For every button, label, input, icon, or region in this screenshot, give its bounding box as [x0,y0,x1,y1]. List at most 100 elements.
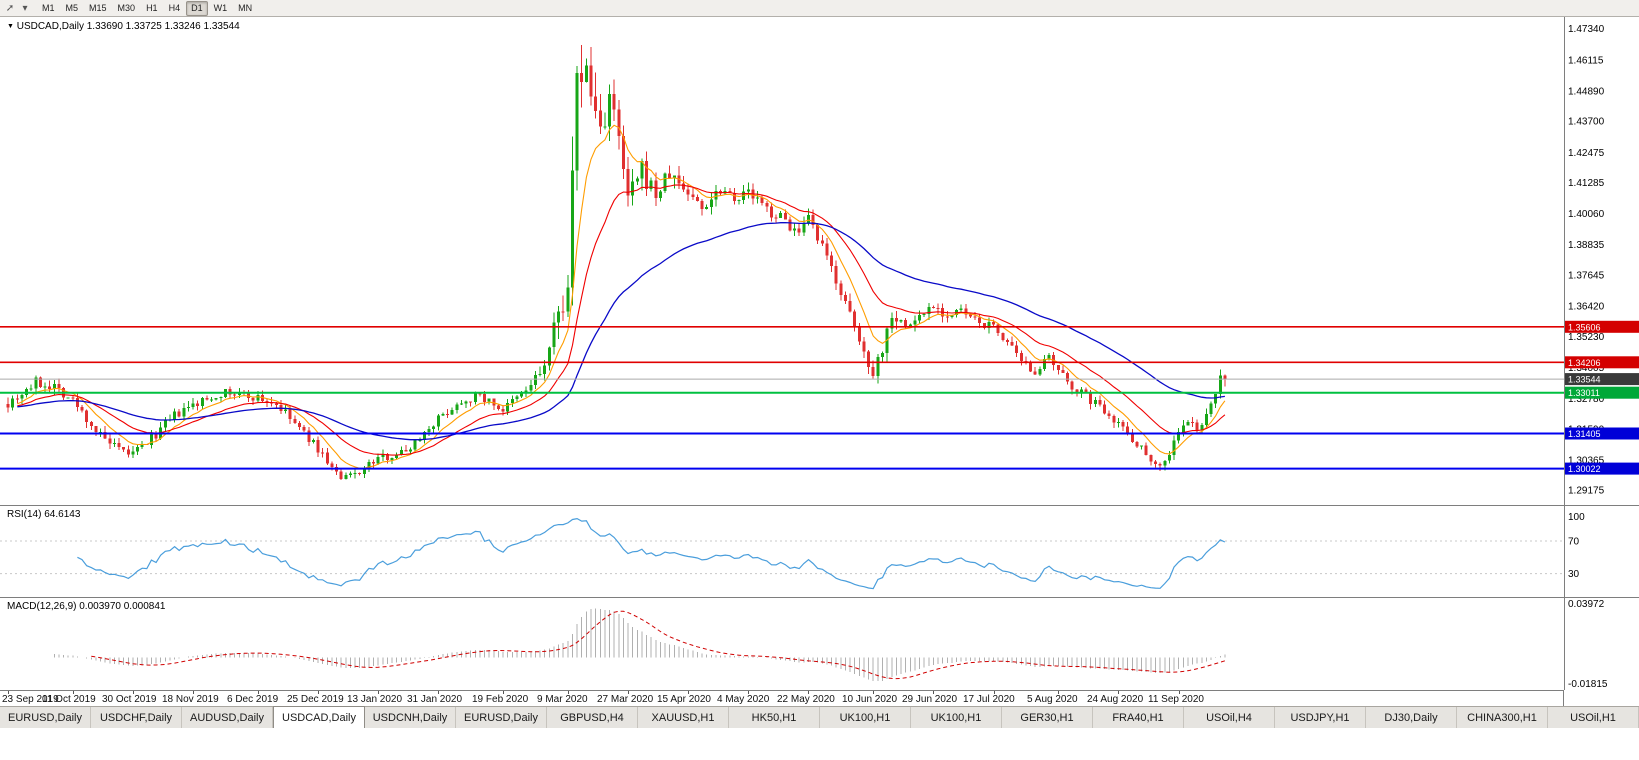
ma-20 [17,184,1226,456]
date-label: 24 Aug 2020 [1087,694,1144,705]
svg-text:1.47340: 1.47340 [1568,24,1605,35]
timeframe-m5-button[interactable]: M5 [65,2,79,13]
timeframe-buttons: M1 M5 M15 M30 H1 H4 D1 W1 MN [37,0,257,16]
svg-text:1.35606: 1.35606 [1568,322,1601,332]
tab-usdchf-daily[interactable]: USDCHF,Daily [91,707,182,728]
timeframe-h4-button[interactable]: H4 [168,2,181,13]
date-label: 25 Dec 2019 [287,694,344,705]
svg-text:0.03972: 0.03972 [1568,599,1605,610]
time-tick [438,691,439,694]
svg-text:1.31405: 1.31405 [1568,429,1601,439]
svg-text:1.46115: 1.46115 [1568,55,1604,66]
svg-text:1.34206: 1.34206 [1568,358,1601,368]
date-label: 6 Dec 2019 [227,694,279,705]
svg-text:30: 30 [1568,569,1580,580]
time-axis[interactable]: 23 Sep 2019 11 Oct 2019 30 Oct 2019 18 Nov … [0,690,1564,706]
tab-dj30-daily[interactable]: DJ30,Daily [1366,707,1457,728]
chart-tab-bar: EURUSD,Daily USDCHF,Daily AUDUSD,Daily USDC… [0,706,1639,728]
svg-text:1.33544: 1.33544 [1568,375,1601,385]
tab-uk100-h1[interactable]: UK100,H1 [820,707,911,728]
symbol-marker-icon: ▼ [7,23,14,30]
svg-text:1.42475: 1.42475 [1568,148,1605,159]
rsi-label: RSI(14) [7,509,42,520]
time-tick [378,691,379,694]
date-label: 11 Sep 2020 [1148,694,1204,705]
rsi-header: RSI(14) 64.6143 [7,509,80,520]
time-tick [193,691,194,694]
time-tick [808,691,809,694]
date-label: 29 Jun 2020 [902,694,958,705]
svg-text:-0.01815: -0.01815 [1568,679,1608,690]
svg-text:1.36420: 1.36420 [1568,302,1605,313]
date-label: 17 Jul 2020 [963,694,1015,705]
timeframe-m1-button[interactable]: M1 [42,2,55,13]
tab-usoil-h4[interactable]: USOil,H4 [1184,707,1275,728]
ma-52 [17,221,1225,441]
svg-text:1.35230: 1.35230 [1568,332,1605,343]
tab-hk50-h1[interactable]: HK50,H1 [729,707,820,728]
price-axis-labels: 1.47340 1.46115 1.44890 1.43700 1.42475 1.412… [1568,24,1605,496]
svg-text:70: 70 [1568,537,1580,548]
svg-text:100: 100 [1568,512,1585,523]
date-label: 5 Aug 2020 [1027,694,1078,705]
time-tick [933,691,934,694]
timeframe-m15-button[interactable]: M15 [89,2,107,13]
date-label: 13 Jan 2020 [347,694,403,705]
macd-axis-labels: 0.03972 -0.01815 [1568,599,1608,690]
time-tick [1179,691,1180,694]
tab-usoil-h1[interactable]: USOil,H1 [1548,707,1639,728]
tab-usdcnh-daily[interactable]: USDCNH,Daily [365,707,456,728]
rsi-panel[interactable]: 100 70 30 [0,506,1639,598]
rsi-value: 64.6143 [44,509,81,520]
tab-uk100-h1[interactable]: UK100,H1 [911,707,1002,728]
svg-text:1.41285: 1.41285 [1568,178,1605,189]
time-tick [748,691,749,694]
tab-audusd-daily[interactable]: AUDUSD,Daily [182,707,273,728]
tab-eurusd-daily[interactable]: EURUSD,Daily [456,707,547,728]
tab-ger30-h1[interactable]: GER30,H1 [1002,707,1093,728]
date-label: 18 Nov 2019 [162,694,219,705]
date-label: 19 Feb 2020 [472,694,529,705]
svg-text:1.40060: 1.40060 [1568,209,1605,220]
tab-china300-h1[interactable]: CHINA300,H1 [1457,707,1548,728]
time-tick [1118,691,1119,694]
date-label: 22 May 2020 [777,694,835,705]
date-label: 27 Mar 2020 [597,694,654,705]
time-tick [73,691,74,694]
toolbar-dropdown-icon[interactable]: ▾ [22,2,28,14]
date-label: 23 Sep 2019 [2,694,59,705]
svg-text:1.44890: 1.44890 [1568,86,1605,97]
time-tick [503,691,504,694]
tab-fra40-h1[interactable]: FRA40,H1 [1093,707,1184,728]
price-chart[interactable]: 1.47340 1.46115 1.44890 1.43700 1.42475 1.412… [0,17,1639,506]
timeframe-w1-button[interactable]: W1 [213,2,228,13]
macd-label: MACD(12,26,9) [7,601,77,612]
tab-usdcad-daily[interactable]: USDCAD,Daily [273,706,365,728]
time-tick [688,691,689,694]
chart-symbol: USDCAD,Daily [16,21,84,32]
time-tick [1058,691,1059,694]
timeframe-d1-button[interactable]: D1 [186,0,208,16]
timeframe-m30-button[interactable]: M30 [117,2,136,13]
date-label: 15 Apr 2020 [657,694,711,705]
timeframe-toolbar: ➚ ▾ M1 M5 M15 M30 H1 H4 D1 W1 MN [0,0,1639,17]
chart-title: ▼ USDCAD,Daily 1.33690 1.33725 1.33246 1… [7,21,240,32]
svg-text:1.30022: 1.30022 [1568,464,1601,474]
time-tick [994,691,995,694]
macd-signal-line [91,610,1226,680]
time-tick [628,691,629,694]
tab-eurusd-daily[interactable]: EURUSD,Daily [0,707,91,728]
svg-text:1.29175: 1.29175 [1568,486,1605,497]
tab-usdjpy-h1[interactable]: USDJPY,H1 [1275,707,1366,728]
macd-panel[interactable]: 0.03972 -0.01815 [0,598,1639,690]
timeframe-mn-button[interactable]: MN [238,2,253,13]
timeframe-h1-button[interactable]: H1 [146,2,158,13]
chart-ohlc: 1.33690 1.33725 1.33246 1.33544 [86,21,240,32]
tab-xauusd-h1[interactable]: XAUUSD,H1 [638,707,729,728]
svg-text:1.32780: 1.32780 [1568,394,1605,405]
chart-arrow-icon[interactable]: ➚ [5,2,15,14]
time-tick [258,691,259,694]
tab-gbpusd-h4[interactable]: GBPUSD,H4 [547,707,638,728]
date-label: 11 Oct 2019 [42,694,96,705]
